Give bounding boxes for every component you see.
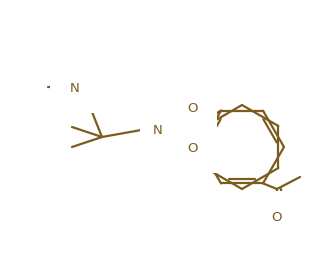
Text: S: S [188,121,196,134]
Text: N: N [153,123,163,136]
Text: N: N [70,81,80,94]
Text: O: O [187,101,197,114]
Text: O: O [187,141,197,154]
Text: O: O [272,211,282,224]
Text: H: H [152,116,160,125]
